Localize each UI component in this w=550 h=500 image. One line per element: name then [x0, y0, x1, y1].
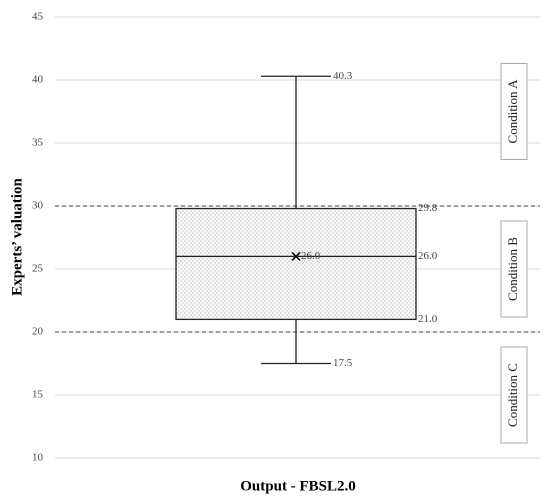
- condition-box: [500, 220, 528, 318]
- condition-label: Condition A: [505, 79, 520, 144]
- data-label: 21.0: [418, 313, 438, 325]
- data-label: 29.8: [418, 202, 438, 214]
- condition-box: [500, 346, 528, 444]
- condition-label: Condition C: [505, 363, 520, 427]
- condition-box: [500, 63, 528, 160]
- y-tick-label: 25: [32, 263, 44, 275]
- data-label: 26.0: [418, 250, 438, 262]
- mean-marker: [291, 251, 301, 261]
- box: [175, 207, 417, 321]
- y-tick-label: 20: [32, 326, 44, 338]
- data-label: 40.3: [333, 70, 353, 82]
- y-tick-label: 35: [32, 137, 44, 149]
- y-tick-label: 30: [32, 200, 44, 212]
- y-tick-label: 45: [32, 11, 44, 23]
- y-tick-label: 40: [32, 74, 44, 86]
- condition-label: Condition B: [505, 237, 520, 301]
- data-label: 17.5: [333, 357, 353, 369]
- y-tick-label: 10: [32, 452, 44, 464]
- x-axis-title: Output - FBSL2.0: [240, 478, 355, 494]
- y-tick-label: 15: [32, 389, 44, 401]
- data-label: 26.0: [301, 250, 321, 262]
- y-axis-title: Experts’ valuation: [9, 178, 25, 296]
